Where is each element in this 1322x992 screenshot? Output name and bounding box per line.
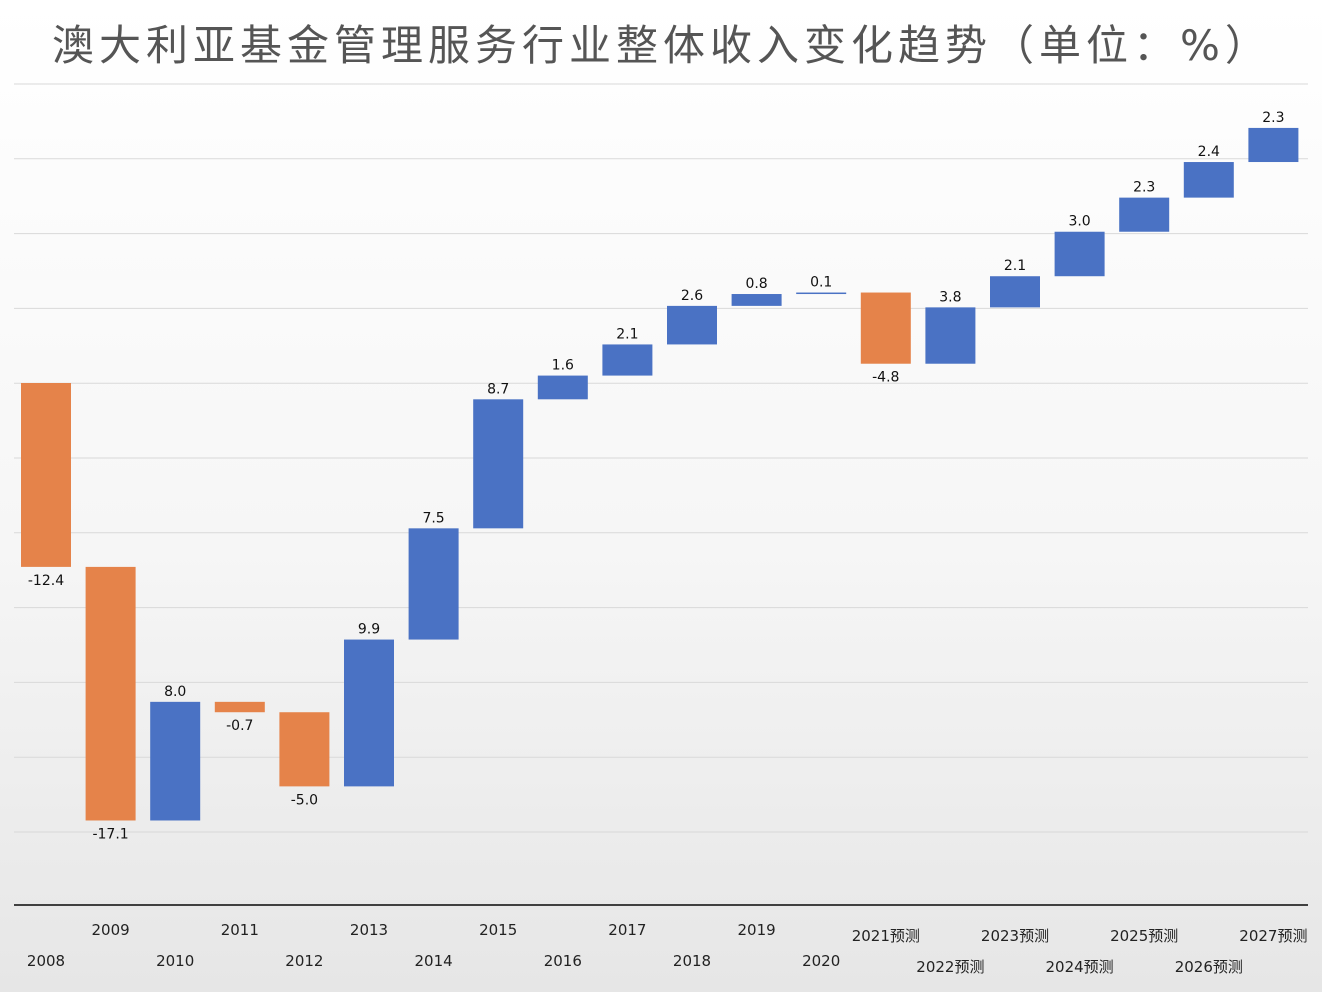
x-label-2025预测: 2025预测 [1110, 927, 1178, 945]
data-labels: -12.4 -17.1 8.0 -0.7 -5.0 9.9 7.5 8.7 1.6 2.1 2.6 0… [28, 110, 1285, 843]
data-label-2026预测: 2.4 [1198, 144, 1220, 160]
data-label-2008: -12.4 [28, 573, 64, 589]
data-label-2025预测: 2.3 [1133, 180, 1155, 196]
bar-2009 [85, 566, 136, 821]
bar-2011 [214, 701, 265, 713]
data-label-2016: 1.6 [552, 358, 574, 374]
x-label-2019: 2019 [738, 921, 776, 939]
bar-2017 [602, 344, 653, 376]
x-label-2023预测: 2023预测 [981, 927, 1049, 945]
x-label-2021预测: 2021预测 [852, 927, 920, 945]
data-label-2009: -17.1 [92, 826, 128, 842]
data-label-2024预测: 3.0 [1068, 214, 1090, 230]
bar-2024预测 [1054, 231, 1105, 277]
data-label-2019: 0.8 [745, 276, 767, 292]
x-label-2011: 2011 [221, 921, 259, 939]
x-label-2015: 2015 [479, 921, 517, 939]
data-label-2018: 2.6 [681, 288, 703, 304]
data-label-2010: 8.0 [164, 684, 186, 700]
x-label-2017: 2017 [608, 921, 646, 939]
data-label-2011: -0.7 [226, 718, 253, 734]
x-label-2016: 2016 [544, 952, 582, 970]
x-label-2008: 2008 [27, 952, 65, 970]
bar-2016 [537, 375, 588, 400]
x-label-2024预测: 2024预测 [1046, 958, 1114, 976]
data-label-2014: 7.5 [422, 510, 444, 526]
data-label-2017: 2.1 [616, 326, 638, 342]
data-label-2027预测: 2.3 [1262, 110, 1284, 126]
bar-2018 [667, 305, 717, 345]
bars [21, 127, 1299, 821]
x-label-2012: 2012 [285, 952, 323, 970]
x-label-2009: 2009 [92, 921, 130, 939]
bar-2027预测 [1248, 127, 1299, 163]
x-label-2027预测: 2027预测 [1239, 927, 1307, 945]
x-label-2014: 2014 [415, 952, 453, 970]
x-label-2020: 2020 [802, 952, 840, 970]
x-label-2010: 2010 [156, 952, 194, 970]
data-label-2022预测: 3.8 [939, 289, 961, 305]
data-label-2012: -5.0 [291, 792, 318, 808]
data-label-2013: 9.9 [358, 622, 380, 638]
bar-2025预测 [1119, 197, 1170, 232]
x-tick-labels: 2008 2009 2010 2011 2012 2013 2014 2015 2016 2017… [27, 921, 1308, 976]
bar-2021预测 [860, 292, 911, 364]
bar-2020 [796, 292, 847, 295]
data-label-2015: 8.7 [487, 381, 509, 397]
data-label-2020: 0.1 [810, 275, 832, 291]
bar-2010 [150, 701, 201, 821]
x-label-2013: 2013 [350, 921, 388, 939]
bar-2026预测 [1183, 162, 1234, 198]
x-label-2022预测: 2022预测 [916, 958, 984, 976]
bar-2014 [408, 528, 459, 640]
bar-2023预测 [990, 276, 1040, 308]
data-label-2023预测: 2.1 [1004, 258, 1026, 274]
bar-2015 [473, 399, 524, 529]
x-label-2018: 2018 [673, 952, 711, 970]
bar-2008 [21, 383, 71, 567]
bar-2022预测 [925, 307, 976, 364]
bar-2019 [731, 294, 782, 306]
bar-2012 [279, 712, 330, 787]
chart-title: 澳大利亚基金管理服务行业整体收入变化趋势（单位：%） [52, 21, 1272, 70]
data-label-2021预测: -4.8 [872, 370, 899, 386]
gridlines [14, 83, 1308, 833]
x-label-2026预测: 2026预测 [1175, 958, 1243, 976]
bar-2013 [344, 639, 394, 787]
